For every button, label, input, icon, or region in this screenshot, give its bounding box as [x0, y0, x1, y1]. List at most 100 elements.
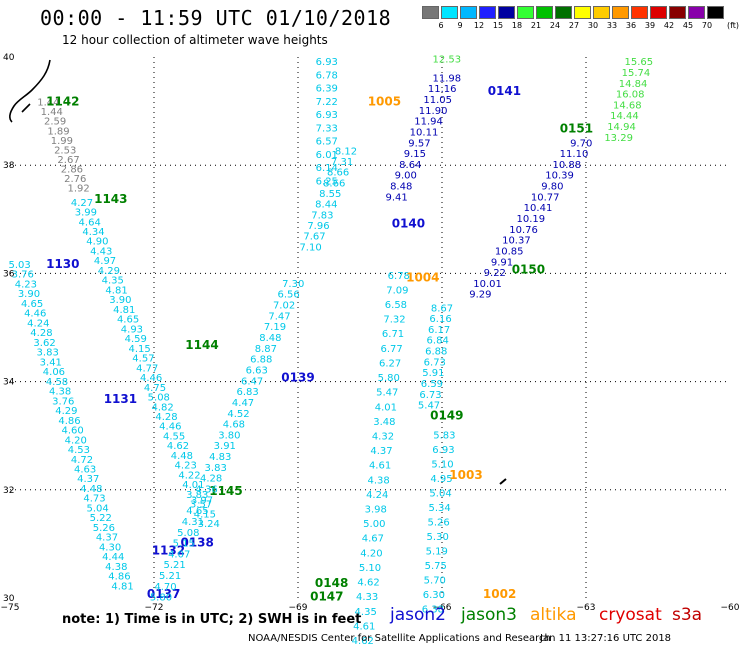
- bermuda-marker: [499, 478, 507, 485]
- swh-value-label: 10.85: [495, 246, 524, 257]
- colorbar-label: 70: [701, 21, 713, 30]
- pass-time-label: 0141: [488, 84, 521, 98]
- swh-value-label: 6.63: [246, 365, 268, 376]
- swh-value-label: 13.29: [604, 133, 633, 144]
- swh-value-label: 4.59: [125, 334, 147, 345]
- swh-value-label: 5.04: [429, 488, 451, 499]
- swh-value-label: 4.55: [163, 431, 185, 442]
- pass-time-label: 0138: [180, 536, 213, 550]
- swh-value-label: 3.41: [40, 357, 62, 368]
- legend-jason3: jason3: [461, 605, 517, 625]
- pass-time-label: 1131: [104, 392, 137, 406]
- swh-value-label: 6.58: [385, 300, 407, 311]
- swh-value-label: 6.93: [432, 445, 454, 456]
- swh-value-label: 7.96: [307, 221, 329, 232]
- swh-value-label: 6.71: [382, 329, 404, 340]
- swh-value-label: 4.35: [102, 276, 124, 287]
- colorbar-swatch: [441, 6, 458, 19]
- swh-value-label: 2.76: [64, 174, 86, 185]
- swh-value-label: 6.39: [316, 84, 338, 95]
- swh-value-label: 4.38: [105, 562, 127, 573]
- footer-note: note: 1) Time is in UTC; 2) SWH is in fe…: [62, 612, 362, 627]
- swh-value-label: 5.34: [428, 503, 450, 514]
- swh-value-label: 14.94: [607, 122, 636, 133]
- swh-value-label: 8.67: [431, 303, 453, 314]
- swh-value-label: 6.38: [422, 604, 444, 615]
- swh-value-label: 5.04: [86, 503, 108, 514]
- swh-value-label: 5.83: [433, 430, 455, 441]
- swh-value-label: 10.77: [531, 192, 560, 203]
- x-tick-label: −69: [289, 603, 308, 613]
- pass-time-label: 1002: [483, 587, 516, 601]
- swh-value-label: 6.47: [241, 376, 263, 387]
- swh-value-label: 4.64: [79, 217, 101, 228]
- pass-time-label: 0149: [430, 408, 463, 422]
- swh-value-label: 4.20: [65, 435, 87, 446]
- swh-value-label: 4.23: [175, 461, 197, 472]
- swh-value-label: 4.62: [352, 636, 374, 647]
- swh-value-label: 7.31: [331, 157, 353, 168]
- x-tick-label: −63: [577, 603, 596, 613]
- swh-value-label: 5.21: [164, 560, 186, 571]
- swh-value-label: 4.63: [74, 464, 96, 475]
- swh-value-label: 6.88: [250, 355, 272, 366]
- swh-value-label: 6.84: [427, 336, 449, 347]
- swh-value-label: 1.92: [68, 183, 90, 194]
- swh-value-label: 4.65: [117, 315, 139, 326]
- pass-time-label: 0150: [512, 262, 545, 276]
- swh-value-label: 3.91: [214, 441, 236, 452]
- colorbar-label: 6: [438, 21, 444, 30]
- x-tick-label: −66: [433, 603, 452, 613]
- swh-value-label: 5.03: [8, 260, 30, 271]
- colorbar-swatch: [460, 6, 477, 19]
- chart-title: 00:00 - 11:59 UTC 01/10/2018: [40, 6, 392, 30]
- swh-value-label: 4.67: [362, 534, 384, 545]
- swh-value-label: 4.65: [186, 506, 208, 517]
- pass-time-label: 1132: [152, 544, 185, 558]
- swh-value-label: 1.99: [51, 136, 73, 147]
- swh-value-label: 9.00: [395, 171, 417, 182]
- swh-value-label: 4.81: [111, 581, 133, 592]
- pass-time-label: 1003: [449, 468, 482, 482]
- colorbar-label: 45: [682, 21, 694, 30]
- swh-value-label: 5.80: [378, 373, 400, 384]
- swh-value-label: 2.59: [44, 117, 66, 128]
- swh-value-label: 11.90: [419, 106, 448, 117]
- swh-value-label: 4.48: [80, 484, 102, 495]
- y-tick-label: 30: [3, 594, 15, 604]
- swh-value-label: 3.57: [190, 500, 212, 511]
- y-tick-label: 34: [3, 378, 15, 388]
- swh-value-label: 4.57: [132, 354, 154, 365]
- colorbar-swatch: [517, 6, 534, 19]
- swh-value-label: 6.27: [379, 358, 401, 369]
- pass-time-label: 1144: [185, 338, 218, 352]
- swh-value-label: 3.24: [198, 519, 220, 530]
- swh-value-label: 4.27: [71, 198, 93, 209]
- swh-value-label: 8.66: [323, 178, 345, 189]
- pass-time-label: 0140: [392, 216, 425, 230]
- colorbar-unit: (ft): [726, 21, 740, 30]
- swh-value-label: 8.87: [255, 344, 277, 355]
- colorbar-label: 9: [457, 21, 463, 30]
- swh-value-label: 6.30: [423, 590, 445, 601]
- swh-value-label: 15.74: [622, 68, 651, 79]
- swh-value-label: 6.88: [425, 347, 447, 358]
- swh-value-label: 3.76: [52, 396, 74, 407]
- swh-value-label: 14.84: [619, 79, 648, 90]
- swh-value-label: 2.86: [61, 164, 83, 175]
- legend-cryosat: cryosat: [599, 605, 662, 625]
- swh-value-label: 5.47: [376, 388, 398, 399]
- pass-time-label: 0139: [281, 371, 314, 385]
- legend-altika: altika: [530, 605, 577, 625]
- swh-value-label: 3.48: [373, 417, 395, 428]
- swh-value-label: 10.88: [552, 160, 581, 171]
- swh-value-label: 3.90: [18, 289, 40, 300]
- colorbar-swatch: [574, 6, 591, 19]
- swh-value-label: 6.59: [421, 379, 443, 390]
- swh-value-label: 11.98: [432, 73, 461, 84]
- swh-value-label: 4.38: [49, 387, 71, 398]
- swh-value-label: 7.83: [311, 210, 333, 221]
- swh-value-label: 9.70: [570, 138, 592, 149]
- swh-value-label: 4.61: [369, 461, 391, 472]
- swh-value-label: 4.72: [71, 455, 93, 466]
